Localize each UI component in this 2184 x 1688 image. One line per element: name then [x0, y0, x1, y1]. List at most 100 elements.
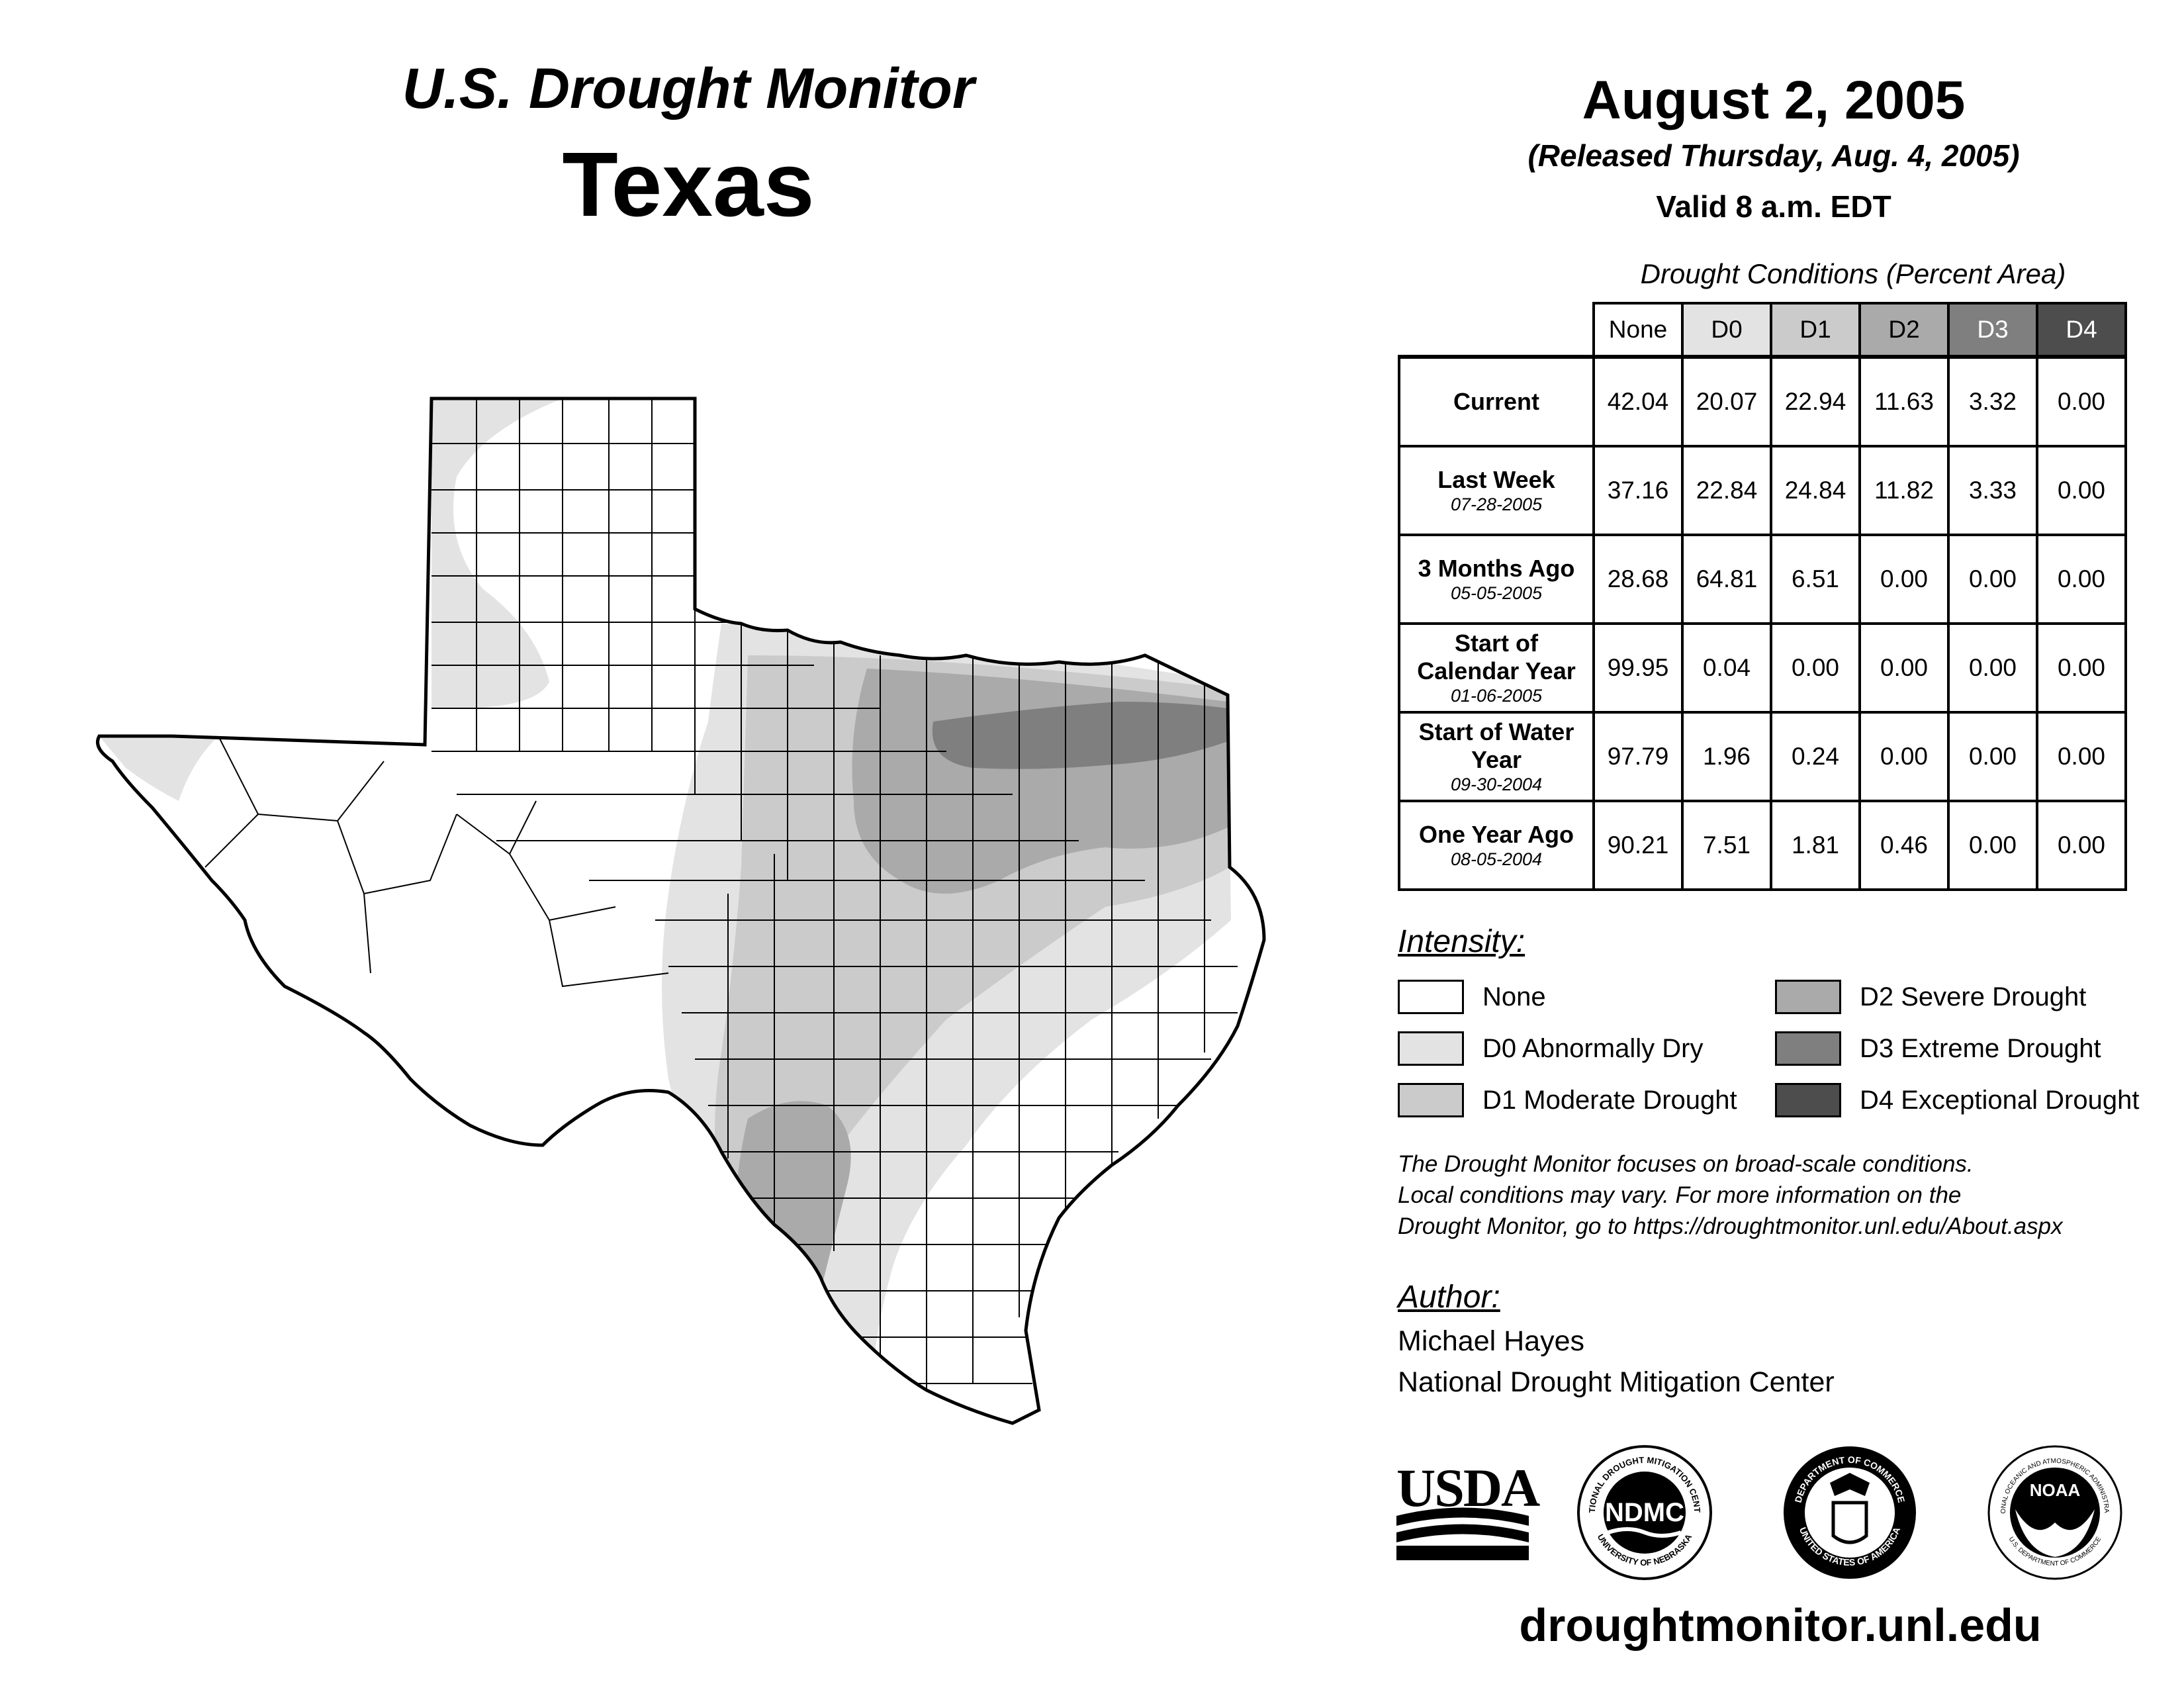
table-title: Drought Conditions (Percent Area): [1640, 258, 2066, 289]
cell-value: 0.46: [1858, 800, 1950, 891]
legend-label: D3 Extreme Drought: [1860, 1034, 2101, 1063]
row-label-text: Start of Calendar Year: [1417, 630, 1576, 684]
row-label: 3 Months Ago 05-05-2005: [1398, 534, 1595, 625]
legend-swatch: [1398, 1031, 1464, 1066]
col-d0: D0: [1681, 302, 1772, 358]
legend-swatch: [1775, 980, 1841, 1014]
cell-value: 97.79: [1592, 711, 1684, 802]
legend-swatch: [1398, 1083, 1464, 1117]
cell-value: 99.95: [1592, 622, 1684, 714]
row-label-text: Current: [1453, 388, 1539, 415]
legend-label: None: [1482, 982, 1546, 1011]
col-d2: D2: [1858, 302, 1950, 358]
cell-value: 20.07: [1681, 355, 1772, 447]
table-row: Current 42.04 20.07 22.94 11.63 3.32 0.0…: [1398, 355, 2127, 447]
cell-value: 0.04: [1681, 622, 1772, 714]
row-date: 08-05-2004: [1450, 849, 1543, 869]
ndmc-wordmark: NDMC: [1605, 1498, 1684, 1527]
cell-value: 0.00: [2036, 800, 2127, 891]
cell-value: 0.00: [2036, 622, 2127, 714]
cell-value: 64.81: [1681, 534, 1772, 625]
texas-drought-map: [96, 397, 1266, 1425]
cell-value: 0.00: [1858, 622, 1950, 714]
note-line: Local conditions may vary. For more info…: [1398, 1182, 1962, 1208]
cell-value: 6.51: [1770, 534, 1861, 625]
legend-swatch: [1775, 1031, 1841, 1066]
row-label: Current: [1398, 355, 1595, 447]
row-label-text: Start of Water Year: [1418, 718, 1574, 773]
row-label: One Year Ago 08-05-2004: [1398, 800, 1595, 891]
cell-value: 37.16: [1592, 445, 1684, 536]
legend-label: D4 Exceptional Drought: [1860, 1086, 2140, 1115]
ndmc-logo: NDMC NATIONAL DROUGHT MITIGATION CENTER …: [1572, 1443, 1712, 1580]
cell-value: 3.32: [1947, 355, 2038, 447]
author-heading: Author:: [1398, 1280, 1500, 1315]
row-label: Start of Calendar Year 01-06-2005: [1398, 622, 1595, 714]
map-product-title: U.S. Drought Monitor: [402, 57, 975, 120]
row-label-text: 3 Months Ago: [1418, 555, 1575, 582]
legend-title: Intensity:: [1398, 924, 1525, 959]
table-row: Start of Water Year 09-30-2004 97.79 1.96…: [1398, 711, 2127, 802]
noaa-logo: NOAA NATIONAL OCEANIC AND ATMOSPHERIC AD…: [1983, 1443, 2122, 1580]
col-none: None: [1592, 302, 1684, 358]
texas-state-outline: [96, 397, 1266, 1425]
author-organization: National Drought Mitigation Center: [1398, 1366, 1835, 1398]
cell-value: 0.00: [1947, 622, 2038, 714]
cell-value: 0.00: [1947, 800, 2038, 891]
table-row: Last Week 07-28-2005 37.16 22.84 24.84 11…: [1398, 445, 2127, 536]
table-row: Start of Calendar Year 01-06-2005 99.95 0…: [1398, 622, 2127, 714]
eagle-icon: [1830, 1473, 1870, 1496]
row-label-text: Last Week: [1437, 466, 1555, 493]
cell-value: 0.00: [2036, 445, 2127, 536]
cell-value: 3.33: [1947, 445, 2038, 536]
shield-icon: [1831, 1501, 1868, 1544]
footer-url[interactable]: droughtmonitor.unl.edu: [1519, 1599, 2042, 1651]
row-date: 05-05-2005: [1450, 583, 1543, 603]
cell-value: 90.21: [1592, 800, 1684, 891]
cell-value: 0.00: [1858, 711, 1950, 802]
noaa-wordmark: NOAA: [2030, 1480, 2081, 1500]
cell-value: 0.00: [2036, 534, 2127, 625]
cell-value: 7.51: [1681, 800, 1772, 891]
cell-value: 11.82: [1858, 445, 1950, 536]
col-d3: D3: [1947, 302, 2038, 358]
agency-logos: USDA NDMC NATIONAL DROUGHT MITIGATION CE…: [1396, 1443, 2122, 1580]
drought-conditions-table: None D0 D1 D2 D3 D4 Current 42.04 20.07 …: [1398, 302, 2127, 891]
legend-swatch: [1775, 1083, 1841, 1117]
cell-value: 11.63: [1858, 355, 1950, 447]
col-d1: D1: [1770, 302, 1861, 358]
note-line: The Drought Monitor focuses on broad-sca…: [1398, 1151, 1974, 1177]
cell-value: 0.00: [1770, 622, 1861, 714]
cell-value: 1.96: [1681, 711, 1772, 802]
table-row: One Year Ago 08-05-2004 90.21 7.51 1.81 0…: [1398, 800, 2127, 891]
map-date: August 2, 2005: [1582, 70, 1966, 130]
cell-value: 24.84: [1770, 445, 1861, 536]
table-header-row: None D0 D1 D2 D3 D4: [1399, 302, 2127, 358]
cell-value: 0.00: [2036, 711, 2127, 802]
valid-time: Valid 8 a.m. EDT: [1656, 189, 1891, 224]
author-name: Michael Hayes: [1398, 1325, 1584, 1357]
commerce-seal: DEPARTMENT OF COMMERCE UNITED STATES OF …: [1784, 1446, 1916, 1579]
usda-logo: USDA: [1396, 1458, 1541, 1560]
legend-label: D1 Moderate Drought: [1482, 1086, 1737, 1115]
d3-northeast-region: [932, 702, 1228, 769]
table-corner: [1399, 303, 1595, 358]
release-date: (Released Thursday, Aug. 4, 2005): [1527, 138, 2020, 173]
cell-value: 0.00: [2036, 355, 2127, 447]
cell-value: 28.68: [1592, 534, 1684, 625]
note-line: Drought Monitor, go to https://droughtmo…: [1398, 1213, 2063, 1239]
table-row: 3 Months Ago 05-05-2005 28.68 64.81 6.51 …: [1398, 534, 2127, 625]
noaa-bird-icon: [2015, 1509, 2095, 1557]
row-label-text: One Year Ago: [1418, 821, 1574, 848]
county-lines: [205, 399, 1238, 1423]
row-label: Last Week 07-28-2005: [1398, 445, 1595, 536]
col-d4: D4: [2036, 302, 2127, 358]
legend-label: D0 Abnormally Dry: [1482, 1034, 1704, 1063]
cell-value: 1.81: [1770, 800, 1861, 891]
d0-panhandle-region: [432, 399, 563, 708]
row-label: Start of Water Year 09-30-2004: [1398, 711, 1595, 802]
disclaimer-note: The Drought Monitor focuses on broad-sca…: [1398, 1149, 2172, 1242]
d0-far-west-region: [99, 736, 218, 801]
cell-value: 22.94: [1770, 355, 1861, 447]
row-date: 01-06-2005: [1450, 686, 1543, 706]
